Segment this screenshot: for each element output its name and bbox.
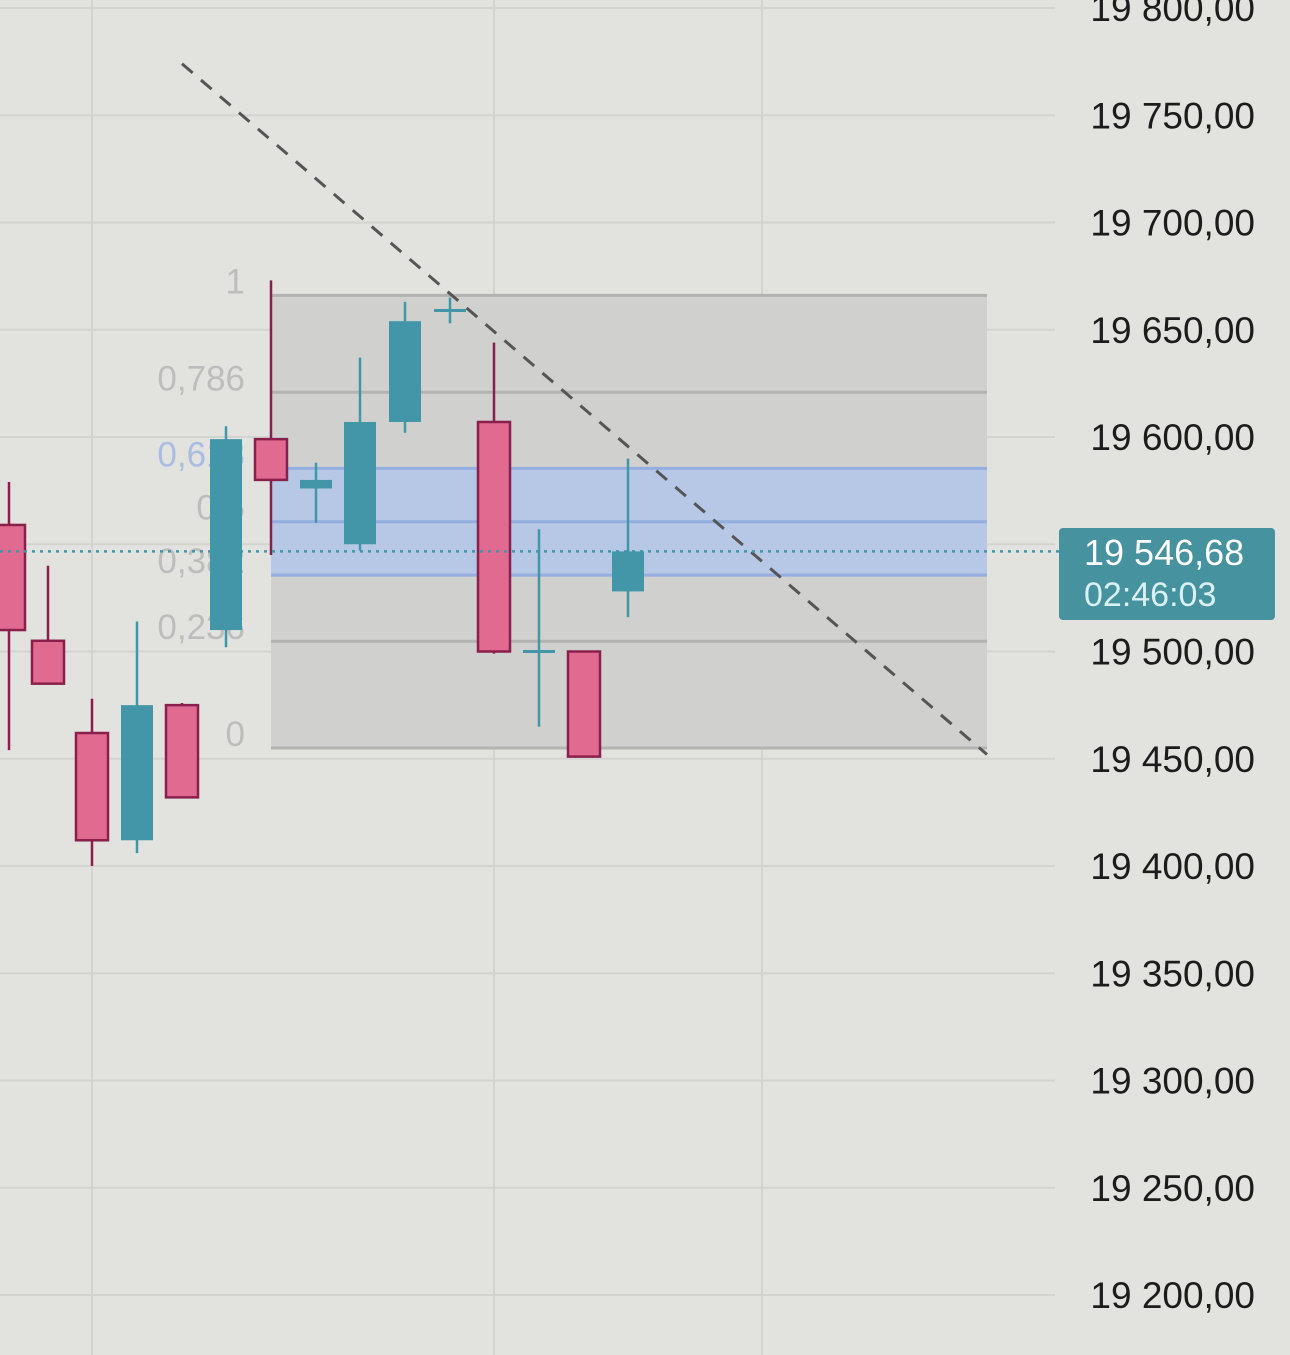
price-axis-tick-label: 19 700,00 (1090, 203, 1255, 244)
candle[interactable] (344, 357, 376, 551)
candle[interactable] (164, 702, 200, 799)
candle-body (389, 321, 421, 422)
candle[interactable] (612, 458, 644, 618)
price-axis-tick-label: 19 350,00 (1090, 953, 1255, 994)
current-price-value: 19 546,68 (1084, 532, 1245, 573)
candles-layer[interactable] (0, 280, 644, 866)
price-axis-tick-label: 19 750,00 (1090, 95, 1255, 136)
candle-body (30, 639, 66, 685)
price-axis-tick-label: 19 400,00 (1090, 846, 1255, 887)
fib-level-label: 0 (226, 715, 245, 754)
candle-body (164, 703, 200, 799)
price-axis-tick-label: 19 300,00 (1090, 1061, 1255, 1102)
price-axis-tick-label: 19 650,00 (1090, 310, 1255, 351)
candle-body (476, 420, 512, 653)
candle[interactable] (523, 529, 555, 727)
candle[interactable] (121, 621, 153, 854)
price-axis-tick-label: 19 800,00 (1090, 0, 1255, 29)
candle-body (0, 523, 27, 632)
candle[interactable] (30, 565, 66, 685)
fib-level-label: 1 (226, 262, 245, 301)
candle-body (612, 551, 644, 592)
price-axis-tick-label: 19 500,00 (1090, 632, 1255, 673)
candle[interactable] (566, 650, 602, 758)
candle-body (74, 731, 110, 842)
candle-body (253, 437, 289, 482)
price-axis-tick-label: 19 600,00 (1090, 417, 1255, 458)
candle[interactable] (476, 342, 512, 654)
candle[interactable] (210, 426, 242, 648)
candle-countdown: 02:46:03 (1084, 576, 1217, 614)
current-price-tag: 19 546,68 02:46:03 (1059, 528, 1275, 620)
candle-body (344, 421, 376, 545)
price-axis-tick-label: 19 250,00 (1090, 1168, 1255, 1209)
overlays-layer[interactable] (0, 62, 1059, 756)
candle[interactable] (253, 280, 289, 555)
candle-body (210, 439, 242, 631)
candle-body (566, 650, 602, 758)
candle[interactable] (300, 462, 332, 523)
fib-level-label: 0,786 (157, 359, 245, 398)
candle-body (121, 705, 153, 841)
price-axis-tick-label: 19 450,00 (1090, 739, 1255, 780)
candle[interactable] (74, 698, 110, 866)
price-axis[interactable]: 19 800,00 19 750,00 19 700,00 19 650,00 19 6… (1090, 0, 1255, 1316)
trendline-dashed[interactable] (181, 62, 988, 756)
candle-body (300, 479, 332, 489)
candle[interactable] (0, 482, 27, 751)
candle[interactable] (389, 301, 421, 433)
candle[interactable] (434, 297, 466, 324)
price-axis-tick-label: 19 200,00 (1090, 1275, 1255, 1316)
